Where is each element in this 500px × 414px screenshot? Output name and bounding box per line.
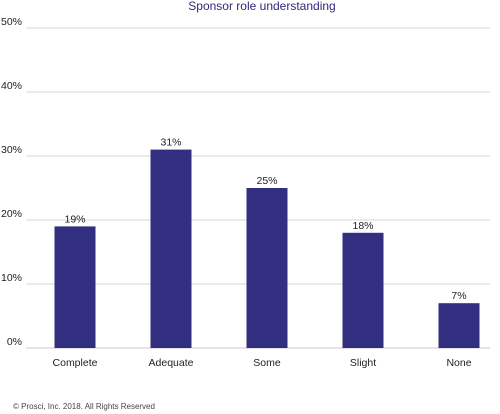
bar-adequate [150,149,192,348]
data-labels: 19% 31% 25% 18% 7% [64,137,466,303]
category-label-none: None [446,357,471,369]
y-tick-label: 40% [1,80,22,92]
data-label-adequate: 31% [160,137,181,149]
bars [54,149,480,348]
y-tick-label: 50% [1,16,22,28]
y-axis-ticks: 0% 10% 20% 30% 40% 50% [1,16,22,348]
data-label-complete: 19% [64,213,85,225]
y-tick-label: 20% [1,208,22,220]
y-tick-label: 30% [1,144,22,156]
x-axis-categories: Complete Adequate Some Slight None [53,357,472,369]
data-label-some: 25% [256,175,277,187]
category-label-complete: Complete [53,357,98,369]
data-label-none: 7% [451,290,466,302]
bar-some [246,188,288,348]
bar-slight [342,232,384,348]
y-tick-label: 0% [7,336,22,348]
bar-none [438,303,480,348]
data-label-slight: 18% [352,220,373,232]
bar-complete [54,226,96,348]
category-label-some: Some [253,357,281,369]
category-label-adequate: Adequate [149,357,194,369]
chart-title: Sponsor role understanding [188,0,335,13]
copyright-footer: © Prosci, Inc. 2018. All Rights Reserved [13,402,155,411]
y-tick-label: 10% [1,272,22,284]
category-label-slight: Slight [350,357,376,369]
